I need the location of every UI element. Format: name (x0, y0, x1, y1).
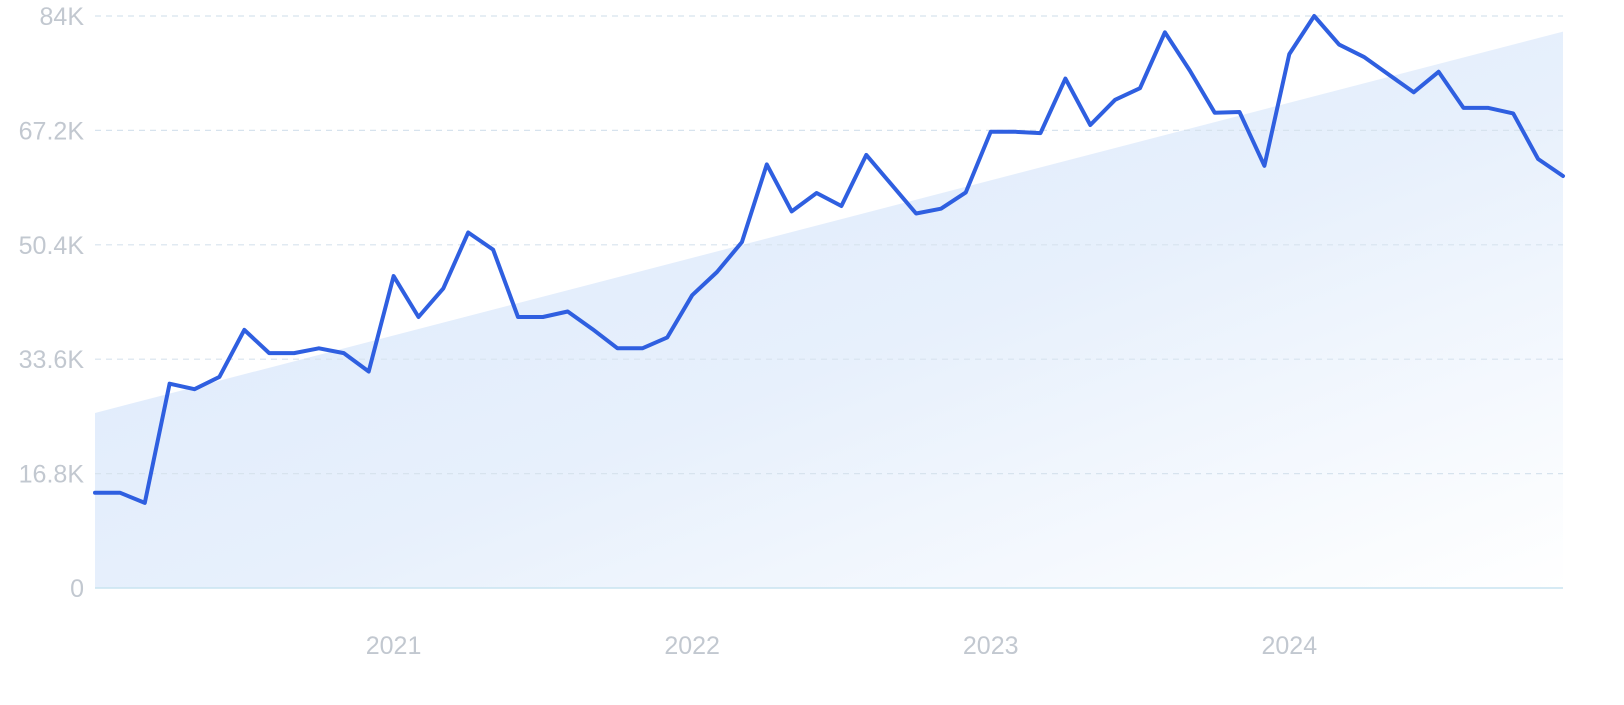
data-point (466, 231, 470, 235)
series-line (93, 14, 1565, 505)
data-point (1412, 90, 1416, 94)
data-point (1213, 111, 1217, 115)
data-point (367, 369, 371, 373)
data-point (665, 335, 669, 339)
data-point (168, 382, 172, 386)
data-point (416, 315, 420, 319)
data-point (815, 191, 819, 195)
data-point (1163, 30, 1167, 34)
data-point (616, 346, 620, 350)
data-point (591, 327, 595, 331)
data-point (1536, 157, 1540, 161)
data-point (1088, 123, 1092, 127)
y-tick-label: 67.2K (19, 117, 85, 145)
data-point (1063, 77, 1067, 81)
data-point (1461, 106, 1465, 110)
data-point (441, 286, 445, 290)
data-point (914, 211, 918, 215)
data-point (292, 351, 296, 355)
data-point (392, 274, 396, 278)
trend-area-layer (95, 31, 1563, 588)
data-point (640, 346, 644, 350)
data-point (1387, 73, 1391, 77)
data-point (1113, 98, 1117, 102)
data-point (1138, 86, 1142, 90)
data-point (1561, 174, 1565, 178)
data-point (242, 328, 246, 332)
data-point (342, 351, 346, 355)
data-point (193, 387, 197, 391)
y-axis: 0 16.8K 33.6K 50.4K 67.2K 84K (19, 3, 85, 603)
data-point (267, 351, 271, 355)
data-point (1188, 68, 1192, 72)
x-tick-label: 2024 (1261, 632, 1317, 660)
data-point (864, 153, 868, 157)
data-point (491, 248, 495, 252)
x-tick-label: 2022 (664, 632, 720, 660)
data-point (939, 207, 943, 211)
data-point (889, 182, 893, 186)
y-tick-label: 16.8K (19, 461, 85, 489)
data-point (516, 315, 520, 319)
data-point (217, 375, 221, 379)
data-point (1312, 14, 1316, 18)
x-axis: 2021 2022 2023 2024 (366, 632, 1317, 660)
data-point (839, 204, 843, 208)
data-point (566, 310, 570, 314)
y-tick-label: 33.6K (19, 346, 85, 374)
data-point (1511, 111, 1515, 115)
data-point (715, 270, 719, 274)
data-point (989, 130, 993, 134)
data-point (1262, 164, 1266, 168)
x-tick-label: 2021 (366, 632, 422, 660)
data-point (1287, 52, 1291, 56)
data-point (1337, 43, 1341, 47)
data-point (1014, 130, 1018, 134)
y-tick-label: 0 (70, 575, 84, 603)
data-point (93, 491, 97, 495)
data-point (790, 209, 794, 213)
data-point (1038, 131, 1042, 135)
data-point (1362, 55, 1366, 59)
data-point (740, 240, 744, 244)
data-point (1486, 106, 1490, 110)
data-point (317, 346, 321, 350)
x-tick-label: 2023 (963, 632, 1019, 660)
series-layer (93, 14, 1565, 505)
data-point (118, 491, 122, 495)
data-point (541, 315, 545, 319)
data-point (690, 293, 694, 297)
y-tick-label: 50.4K (19, 232, 85, 260)
trend-area (95, 31, 1563, 588)
data-point (1238, 110, 1242, 114)
data-point (765, 162, 769, 166)
data-point (964, 190, 968, 194)
data-point (1437, 70, 1441, 74)
data-point (143, 501, 147, 505)
grid-layer (95, 15, 1563, 589)
y-tick-label: 84K (40, 3, 85, 31)
